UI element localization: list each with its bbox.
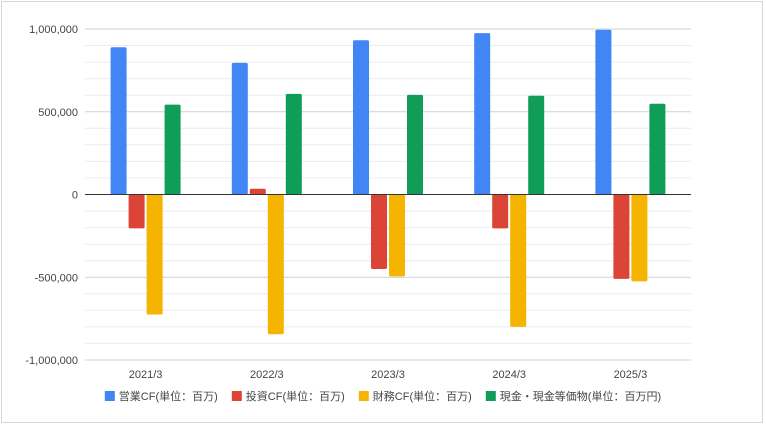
y-axis-labels: 1,000,000 500,000 0 -500,000 -1,000,000	[25, 24, 78, 367]
legend-label: 現金・現金等価物(単位：百万円)	[500, 389, 661, 403]
legend-swatch	[485, 391, 496, 401]
y-tick-label: 1,000,000	[29, 24, 78, 36]
bar-series-3-2022-3[interactable]	[267, 194, 284, 335]
bar-series-4-2022-3[interactable]	[285, 93, 302, 195]
bar-series-2-2024-3[interactable]	[492, 194, 509, 229]
bar-series-2-2022-3[interactable]	[249, 188, 266, 195]
legend: 営業CF(単位：百万) 投資CF(単位：百万) 財務CF(単位：百万) 現金・現金等価…	[104, 389, 661, 403]
bar-series-2-2021-3[interactable]	[128, 194, 145, 229]
bar-series-1-2023-3[interactable]	[353, 40, 369, 195]
bar-series-4-2024-3[interactable]	[528, 95, 545, 195]
bar-series-1-2025-3[interactable]	[595, 29, 612, 195]
bar-series-3-2025-3[interactable]	[631, 194, 648, 282]
bar-series-4-2025-3[interactable]	[649, 103, 666, 195]
legend-swatch	[231, 391, 242, 401]
y-tick-label: -500,000	[35, 272, 78, 284]
x-tick-label: 2024/3	[492, 369, 526, 381]
x-axis-labels: 2021/3 2022/3 2023/3 2024/3 2025/3	[129, 369, 647, 381]
legend-label: 投資CF(単位：百万)	[246, 389, 345, 403]
legend-label: 営業CF(単位：百万)	[119, 389, 218, 403]
bar-series-2-2023-3[interactable]	[371, 194, 387, 270]
bar-series-3-2024-3[interactable]	[510, 194, 527, 327]
legend-swatch	[104, 391, 115, 401]
y-tick-label: 0	[72, 190, 78, 202]
legend-item-1[interactable]: 営業CF(単位：百万)	[104, 389, 218, 403]
legend-item-4[interactable]: 現金・現金等価物(単位：百万円)	[485, 389, 661, 403]
bars	[110, 29, 666, 335]
bar-series-2-2025-3[interactable]	[613, 194, 630, 279]
bar-series-1-2021-3[interactable]	[110, 47, 127, 195]
bar-series-1-2024-3[interactable]	[474, 33, 491, 195]
bar-series-3-2023-3[interactable]	[389, 194, 405, 277]
legend-swatch	[358, 391, 369, 401]
legend-item-3[interactable]: 財務CF(単位：百万)	[358, 389, 472, 403]
bar-series-1-2022-3[interactable]	[231, 62, 248, 195]
bar-series-3-2021-3[interactable]	[146, 194, 163, 315]
legend-item-2[interactable]: 投資CF(単位：百万)	[231, 389, 345, 403]
x-tick-label: 2025/3	[614, 369, 648, 381]
x-tick-label: 2022/3	[250, 369, 284, 381]
x-tick-label: 2023/3	[371, 369, 405, 381]
gridlines	[85, 28, 691, 361]
x-tick-label: 2021/3	[129, 369, 163, 381]
bar-series-4-2023-3[interactable]	[407, 94, 423, 195]
legend-label: 財務CF(単位：百万)	[373, 389, 472, 403]
y-tick-label: -1,000,000	[25, 355, 78, 367]
y-tick-label: 500,000	[38, 107, 78, 119]
bar-series-4-2021-3[interactable]	[164, 104, 181, 195]
